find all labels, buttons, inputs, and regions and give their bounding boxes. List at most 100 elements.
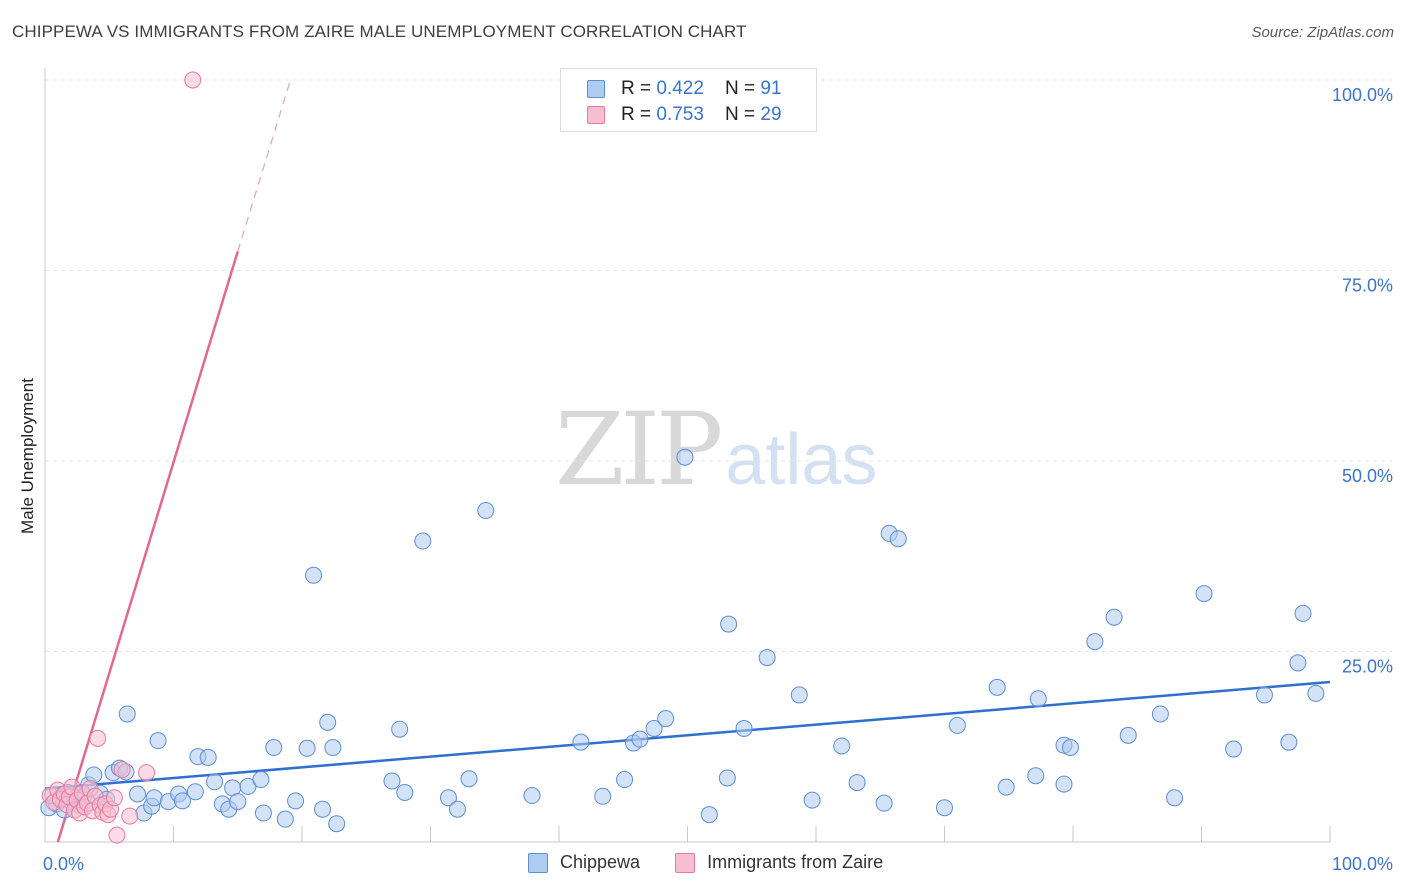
data-point-chippewa xyxy=(1029,690,1047,708)
x-tick-label-max: 100.0% xyxy=(1332,854,1393,874)
legend-item-zaire: Immigrants from Zaire xyxy=(675,852,883,873)
x-tick-label-min: 0.0% xyxy=(43,854,84,874)
legend-text-chippewa: R = 0.422 N = 91 xyxy=(621,78,782,100)
data-point-chippewa xyxy=(186,783,204,801)
data-point-chippewa xyxy=(645,719,663,737)
data-point-chippewa xyxy=(988,678,1006,696)
data-point-chippewa xyxy=(833,737,851,755)
data-point-chippewa xyxy=(439,789,457,807)
data-point-chippewa xyxy=(1119,726,1137,744)
data-point-chippewa xyxy=(1307,684,1325,702)
point-layer xyxy=(40,71,1325,844)
data-point-chippewa xyxy=(1255,686,1273,704)
data-point-chippewa xyxy=(1166,789,1184,807)
data-point-chippewa xyxy=(700,806,718,824)
data-point-chippewa xyxy=(229,793,247,811)
data-point-chippewa xyxy=(1280,733,1298,751)
data-point-chippewa xyxy=(1055,775,1073,793)
data-point-chippewa xyxy=(997,778,1015,796)
data-point-chippewa xyxy=(631,730,649,748)
data-point-chippewa xyxy=(149,732,167,750)
y-tick-label: 25.0% xyxy=(1342,657,1393,677)
data-point-chippewa xyxy=(319,713,337,731)
data-point-chippewa xyxy=(657,710,675,728)
data-point-chippewa xyxy=(145,789,163,807)
watermark: ZIPatlas xyxy=(555,400,877,500)
r-label: R = xyxy=(621,104,657,125)
data-point-chippewa xyxy=(254,804,272,822)
data-point-chippewa xyxy=(287,792,305,810)
legend-label-chippewa: Chippewa xyxy=(560,852,641,872)
n-value-zaire: 29 xyxy=(760,104,782,125)
data-point-chippewa xyxy=(396,783,414,801)
series-legend: Chippewa Immigrants from Zaire xyxy=(528,852,913,876)
data-point-chippewa xyxy=(718,769,736,787)
trendline-chippewa xyxy=(44,680,1331,790)
data-point-zaire xyxy=(113,761,131,779)
data-point-chippewa xyxy=(298,739,316,757)
legend-swatch-chippewa xyxy=(528,853,548,873)
y-tick-label: 75.0% xyxy=(1342,276,1393,296)
data-point-chippewa xyxy=(803,791,821,809)
data-point-chippewa xyxy=(206,773,224,791)
data-point-chippewa xyxy=(1061,739,1079,757)
data-point-chippewa xyxy=(276,810,294,828)
data-point-chippewa xyxy=(889,530,907,548)
data-point-chippewa xyxy=(1105,608,1123,626)
r-value-zaire: 0.753 xyxy=(656,104,704,125)
data-point-chippewa xyxy=(1289,654,1307,672)
data-point-chippewa xyxy=(572,733,590,751)
trend-layer xyxy=(44,79,1331,843)
label-layer: 25.0% 50.0% 75.0% 100.0% 0.0% 100.0% xyxy=(43,85,1393,874)
data-point-chippewa xyxy=(758,649,776,667)
data-point-chippewa xyxy=(594,787,612,805)
legend-item-chippewa: Chippewa xyxy=(528,852,640,873)
legend-label-zaire: Immigrants from Zaire xyxy=(707,852,884,872)
data-point-chippewa xyxy=(414,532,432,550)
data-point-chippewa xyxy=(720,615,738,633)
legend-swatch-zaire xyxy=(675,853,696,873)
data-point-chippewa xyxy=(448,800,466,818)
data-point-zaire xyxy=(105,789,123,807)
data-point-chippewa xyxy=(328,815,346,833)
watermark-atlas: atlas xyxy=(725,420,878,500)
r-value-chippewa: 0.422 xyxy=(656,78,704,99)
data-point-zaire xyxy=(121,807,139,825)
data-point-chippewa xyxy=(314,800,332,818)
data-point-zaire xyxy=(108,826,126,844)
n-value-chippewa: 91 xyxy=(760,78,782,99)
axis-layer xyxy=(44,68,1331,843)
data-point-chippewa xyxy=(383,772,401,790)
data-point-chippewa xyxy=(265,739,283,757)
legend-text-zaire: R = 0.753 N = 29 xyxy=(621,104,782,126)
legend-swatch-zaire xyxy=(587,106,605,124)
correlation-legend: R = 0.422 N = 91 R = 0.753 N = 29 xyxy=(560,68,817,132)
r-label: R = xyxy=(621,78,657,99)
data-point-chippewa xyxy=(391,720,409,738)
data-point-chippewa xyxy=(936,799,953,817)
data-point-chippewa xyxy=(948,716,966,734)
data-point-chippewa xyxy=(305,566,323,584)
n-label: N = xyxy=(725,78,761,99)
data-point-chippewa xyxy=(523,787,541,805)
data-point-chippewa xyxy=(790,686,808,704)
data-point-chippewa xyxy=(1151,705,1169,723)
data-point-chippewa xyxy=(848,774,866,792)
data-point-zaire xyxy=(184,71,202,89)
data-point-zaire xyxy=(138,764,156,782)
data-point-chippewa xyxy=(129,785,147,803)
data-point-chippewa xyxy=(616,771,634,789)
data-point-chippewa xyxy=(118,705,136,723)
data-point-chippewa xyxy=(875,794,893,812)
data-point-chippewa xyxy=(1294,604,1312,622)
grid-layer xyxy=(45,79,1392,652)
data-point-chippewa xyxy=(676,448,694,466)
y-tick-label: 100.0% xyxy=(1332,85,1393,105)
data-point-chippewa xyxy=(735,719,753,737)
trendline-zaire-extension xyxy=(237,79,292,252)
source-label: Source: ZipAtlas.com xyxy=(1251,24,1394,41)
data-point-chippewa xyxy=(252,771,270,789)
data-point-zaire xyxy=(89,729,107,747)
data-point-chippewa xyxy=(199,748,217,766)
